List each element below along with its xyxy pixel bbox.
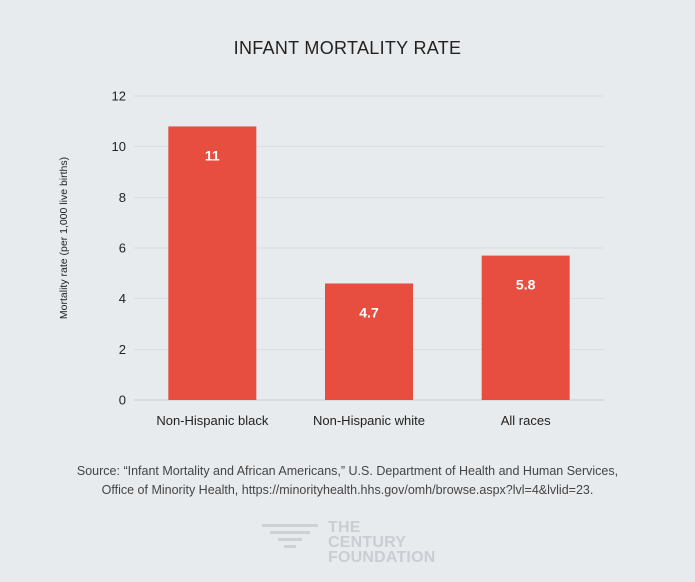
x-tick-label: All races <box>501 413 551 428</box>
x-tick-label: Non-Hispanic white <box>313 413 425 428</box>
y-axis-label: Mortality rate (per 1,000 live births) <box>58 157 70 319</box>
y-tick-label: 8 <box>119 190 126 205</box>
bar <box>168 126 257 401</box>
y-tick-label: 2 <box>119 342 126 357</box>
y-tick-label: 12 <box>112 89 126 104</box>
x-tick-label: Non-Hispanic black <box>156 413 268 428</box>
logo-text: THE CENTURY FOUNDATION <box>328 519 442 566</box>
source-note: Source: “Infant Mortality and African Am… <box>60 462 635 500</box>
y-tick-label: 4 <box>119 291 126 306</box>
bar <box>481 255 570 400</box>
bar <box>325 283 413 400</box>
y-tick-label: 0 <box>119 393 126 408</box>
source-line-1: Source: “Infant Mortality and African Am… <box>76 464 619 478</box>
data-label: 4.7 <box>359 304 379 320</box>
logo-mark-icon <box>262 524 318 548</box>
source-line-2: Office of Minority Health, https://minor… <box>101 483 594 497</box>
data-label: 11 <box>205 147 220 163</box>
logo-line-1: THE CENTURY <box>328 519 407 551</box>
century-foundation-logo: THE CENTURY FOUNDATION <box>262 520 442 566</box>
logo-line-2: FOUNDATION <box>328 549 436 566</box>
y-tick-label: 10 <box>112 139 126 154</box>
chart-title: INFANT MORTALITY RATE <box>233 38 462 58</box>
y-tick-labels: 0 2 4 6 8 10 12 <box>112 89 126 408</box>
bars <box>168 126 570 401</box>
data-labels: 11 4.7 5.8 <box>205 147 536 320</box>
data-label: 5.8 <box>516 277 536 293</box>
x-tick-labels: Non-Hispanic black Non-Hispanic white All … <box>156 413 551 428</box>
y-tick-label: 6 <box>119 241 126 256</box>
